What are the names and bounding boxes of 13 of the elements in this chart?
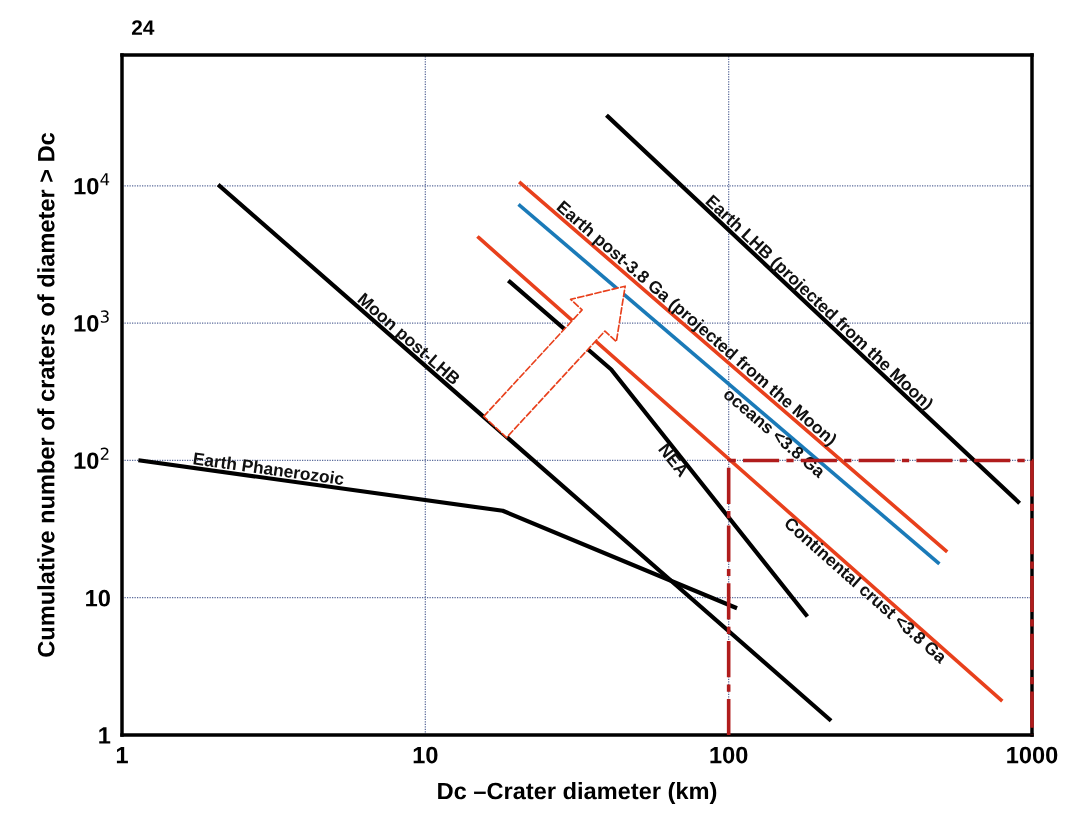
text: Earth Phanerozoic — [193, 451, 345, 486]
y-tick-label: 10$^{2}$ — [74, 447, 109, 470]
x-axis-title: Dc –Crater diameter (km) — [438, 782, 717, 805]
text: 24 — [131, 20, 155, 35]
y-tick-label: 10$^{3}$ — [74, 310, 109, 332]
x-tick-label: 1000 — [1007, 746, 1058, 764]
y-axis-title: Cumulative number of craters of diameter > Dc — [37, 132, 55, 657]
x-tick-label: 100 — [710, 746, 748, 764]
y-tick-label: 10 — [86, 589, 110, 607]
x-tick-label: 1 — [116, 746, 128, 764]
y-tick-label: 10$^{4}$ — [74, 173, 110, 195]
x-tick-label: 10 — [413, 746, 438, 764]
y-tick-label: 1 — [99, 727, 111, 744]
